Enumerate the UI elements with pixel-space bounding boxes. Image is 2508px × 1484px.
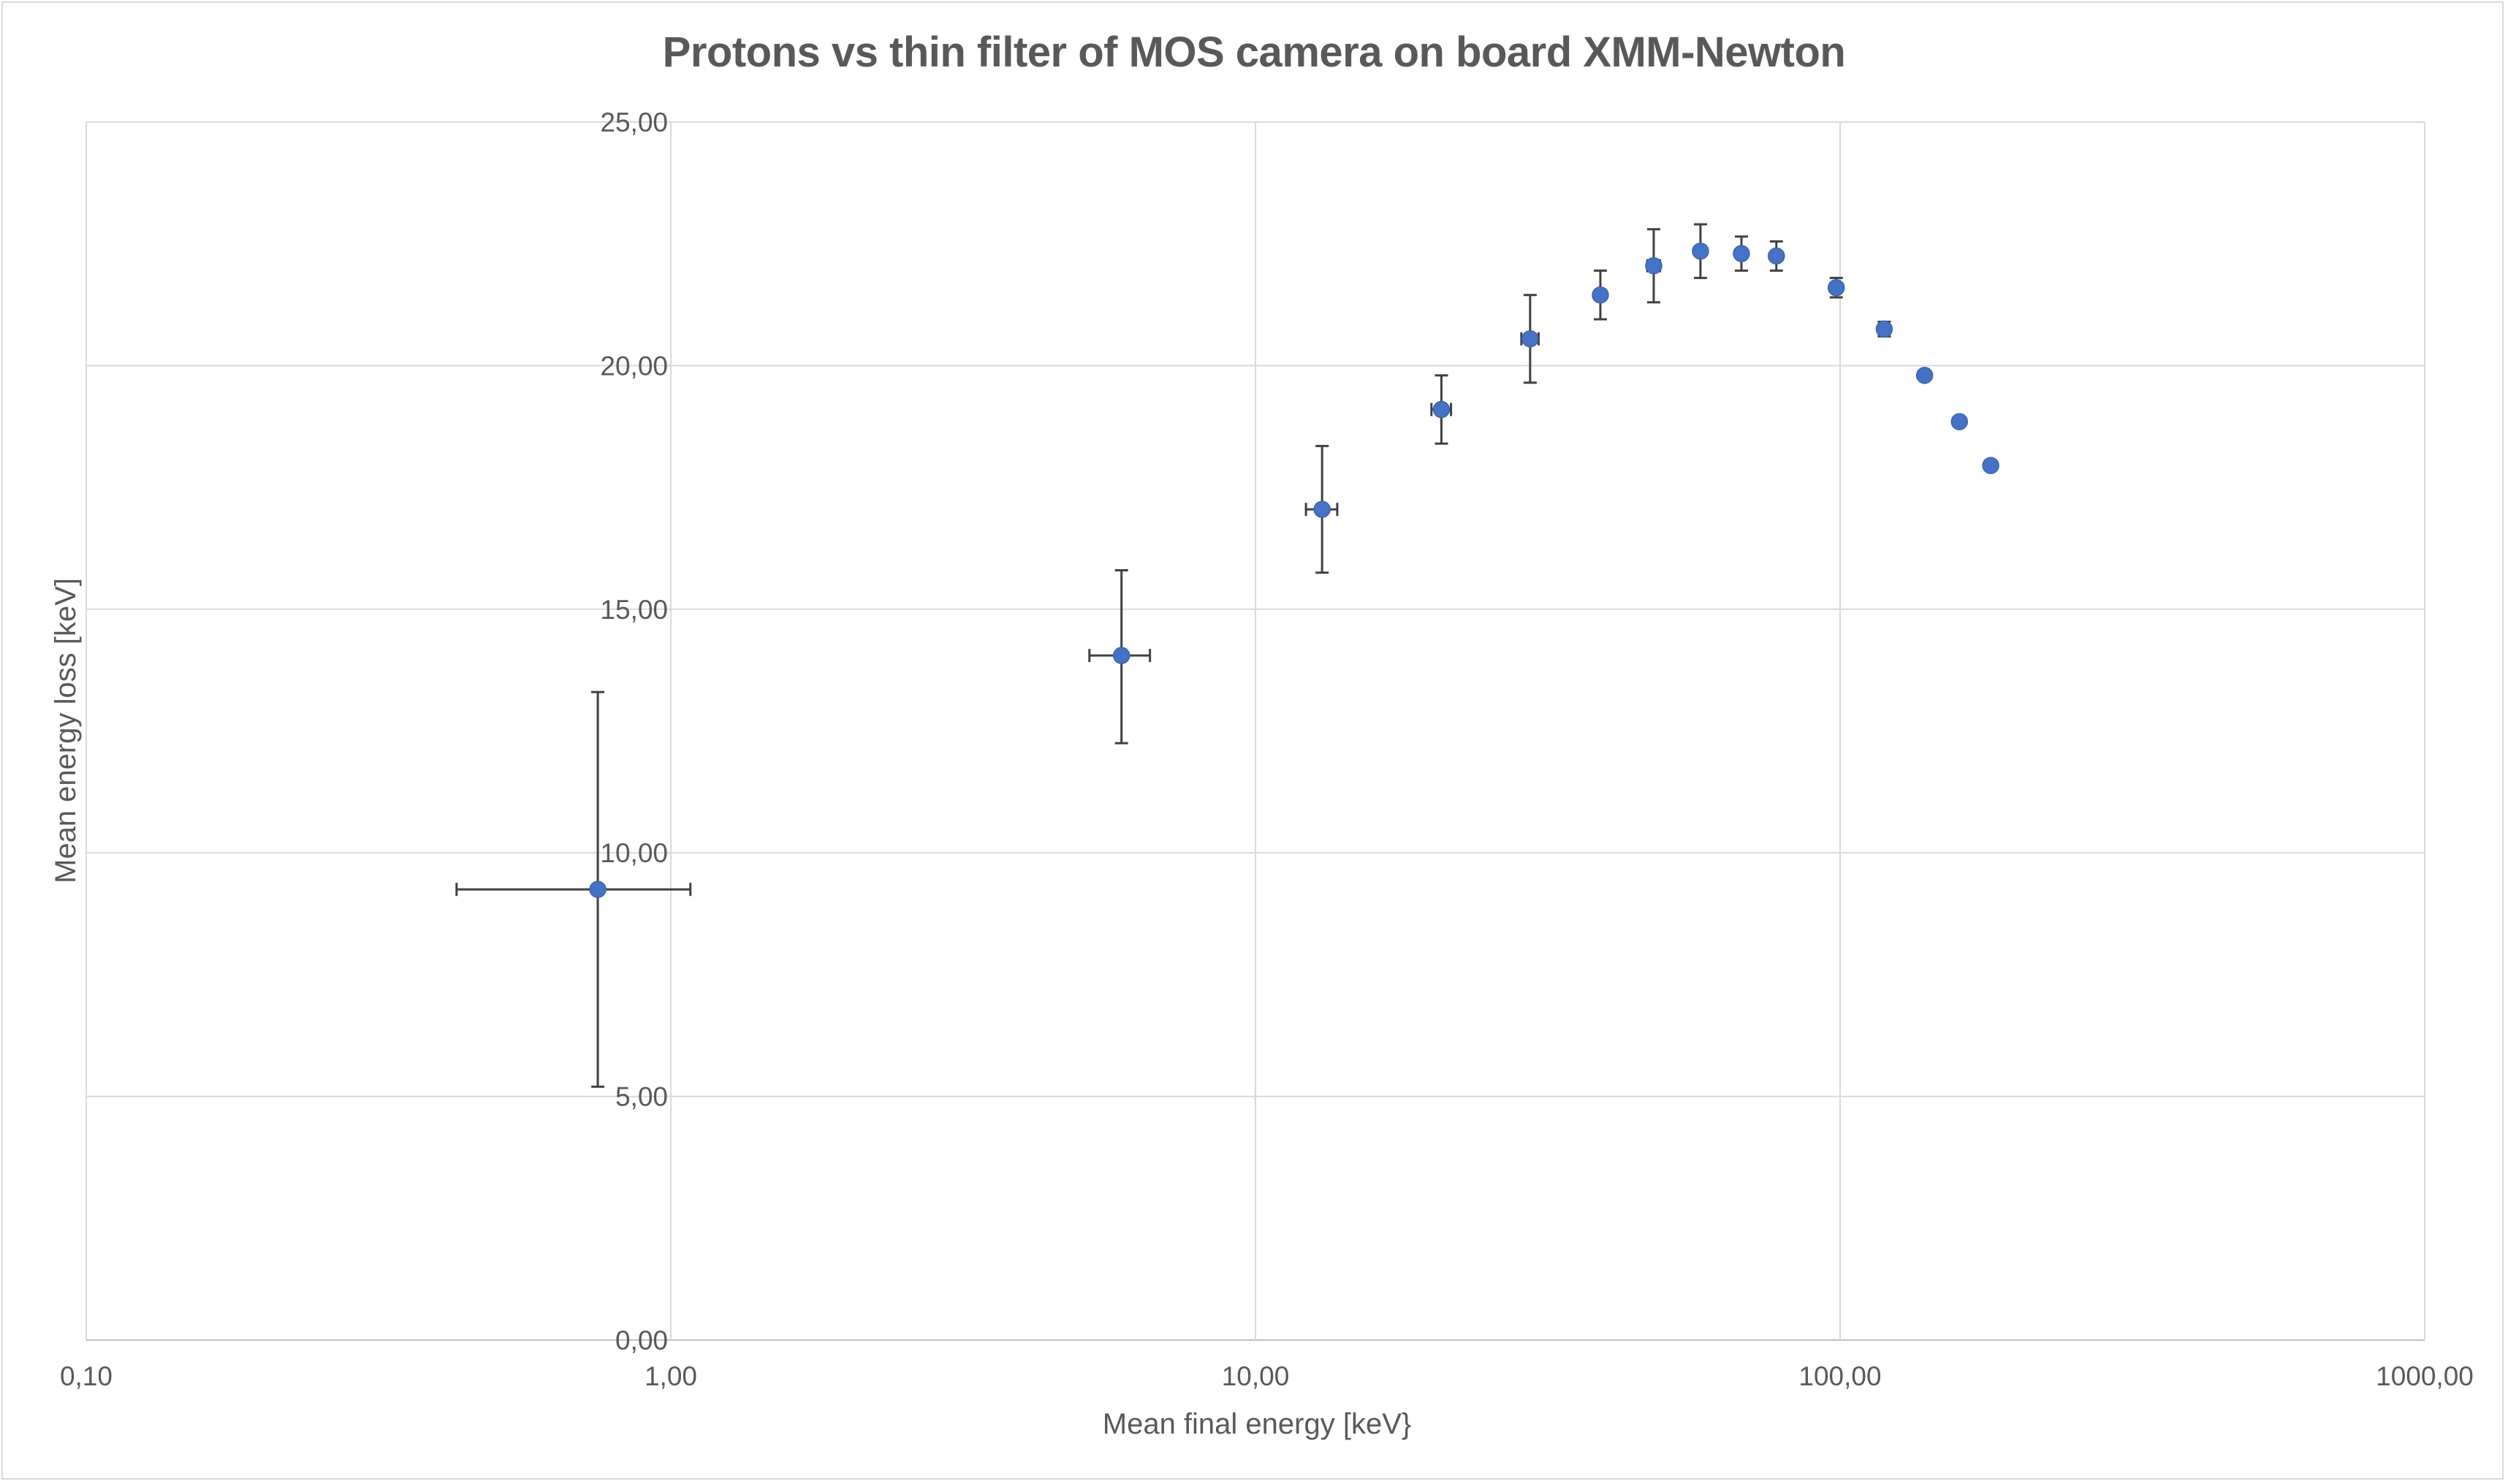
data-point — [1521, 330, 1539, 348]
x-tick-label: 1000,00 — [2376, 1361, 2474, 1391]
y-tick-label: 10,00 — [600, 838, 668, 868]
data-point — [1313, 501, 1331, 518]
data-point — [1827, 278, 1845, 297]
data-point — [589, 880, 607, 898]
y-tick-label: 5,00 — [615, 1082, 668, 1112]
x-tick-label: 100,00 — [1798, 1361, 1881, 1391]
data-point — [1915, 366, 1934, 384]
y-tick-label: 25,00 — [600, 107, 668, 137]
y-tick-label: 15,00 — [600, 595, 668, 625]
y-tick-label: 20,00 — [600, 351, 668, 381]
data-point — [1875, 320, 1893, 338]
data-point — [1768, 247, 1785, 265]
chart-title: Protons vs thin filter of MOS camera on … — [662, 28, 1846, 76]
x-tick-label: 0,10 — [60, 1361, 113, 1391]
data-point — [1692, 242, 1709, 260]
x-axis-title: Mean final energy [keV} — [1103, 1408, 1411, 1440]
data-point — [1982, 457, 1999, 474]
data-point — [1112, 647, 1130, 664]
y-tick-label: 0,00 — [615, 1325, 668, 1355]
x-tick-label: 1,00 — [645, 1361, 697, 1391]
x-tick-label: 10,00 — [1222, 1361, 1290, 1391]
y-axis-title: Mean energy loss [keV] — [50, 578, 82, 883]
data-point — [1592, 286, 1609, 304]
data-point — [1950, 413, 1969, 430]
data-point — [1733, 245, 1750, 262]
data-point — [1432, 400, 1451, 419]
data-point — [1645, 256, 1662, 275]
